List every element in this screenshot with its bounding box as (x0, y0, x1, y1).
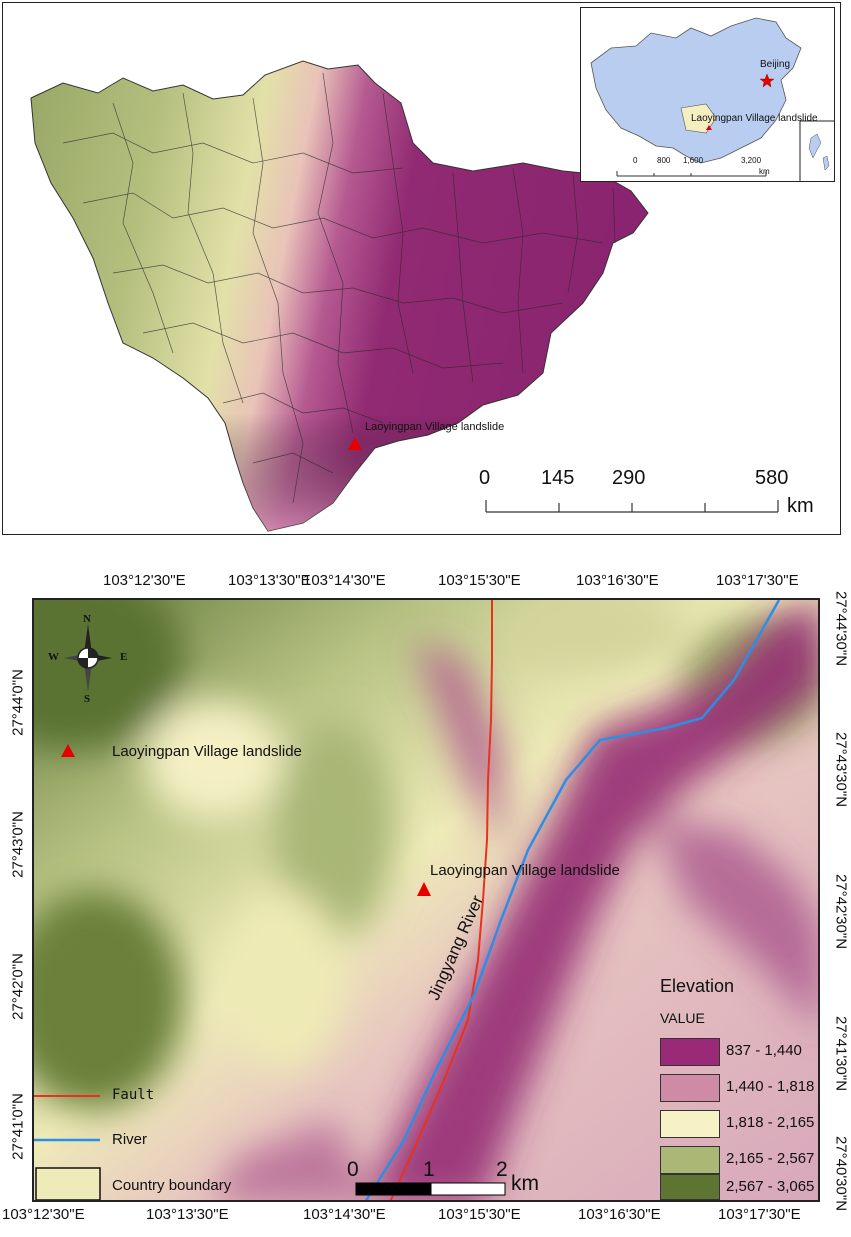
right-latitude-2: 27°43'30"N (832, 731, 850, 808)
overview-scale-bar (485, 500, 779, 513)
county-boundaries (62, 72, 616, 504)
detail-elevation-map (34, 600, 818, 1200)
overview-scale-unit: km (787, 495, 814, 517)
bottom-longitude-4: 103°15'30"E (438, 1206, 521, 1223)
left-latitude-3: 27°42'0"N (9, 953, 27, 1020)
north-arrow-n: N (83, 613, 91, 625)
legend-fault-label: Fault (112, 1087, 155, 1103)
top-longitude-4: 103°15'30"E (438, 572, 521, 589)
beijing-label: Beijing (760, 59, 791, 70)
top-longitude-2: 103°13'30"E (228, 572, 311, 589)
inset-scale-tick-800: 800 (657, 156, 671, 165)
elevation-legend-subtitle: VALUE (660, 1010, 705, 1026)
top-longitude-6: 103°17'30"E (716, 572, 799, 589)
inset-landslide-marker (706, 125, 712, 130)
inset-landslide-label: Laoyingpan Village landslide (691, 113, 818, 124)
fault-line (389, 600, 493, 1200)
detail-scale-tick-2: 2 (496, 1158, 508, 1181)
elevation-class-2: 1,440 - 1,818 (726, 1078, 815, 1095)
elevation-swatch-5 (660, 1174, 720, 1200)
legend-boundary-label: Country boundary (112, 1177, 232, 1194)
north-arrow (64, 624, 112, 692)
china-outline (590, 17, 802, 164)
jingyang-river-line (365, 600, 781, 1200)
elevation-swatch-1 (660, 1038, 720, 1066)
detail-scale-unit: km (511, 1172, 539, 1195)
legend-boundary-symbol (35, 1167, 101, 1200)
detail-map-panel: N S W E Laoyingpan Village landslide Jin… (32, 598, 820, 1202)
right-latitude-5: 27°40'30"N (832, 1135, 850, 1212)
detail-scale-tick-0: 0 (347, 1158, 359, 1181)
elevation-class-1: 837 - 1,440 (726, 1042, 802, 1059)
bottom-longitude-1: 103°12'30"E (2, 1206, 85, 1223)
detail-scale-bar (355, 1182, 506, 1196)
right-latitude-1: 27°44'30"N (832, 590, 850, 667)
overview-scale-tick-580: 580 (755, 467, 789, 489)
overview-map-panel: Laoyingpan Village landslide 0 145 290 5… (2, 2, 841, 535)
sichuan-elevation-map (30, 60, 779, 532)
north-arrow-w: W (48, 651, 59, 663)
overview-landslide-marker (348, 437, 362, 450)
elevation-swatch-2 (660, 1074, 720, 1102)
elevation-class-4: 2,165 - 2,567 (726, 1150, 815, 1167)
overview-scale-tick-0: 0 (479, 467, 491, 489)
left-latitude-4: 27°41'0"N (9, 1093, 27, 1160)
right-latitude-4: 27°41'30"N (832, 1015, 850, 1092)
bottom-longitude-5: 103°16'30"E (578, 1206, 661, 1223)
detail-scale-tick-1: 1 (423, 1158, 435, 1181)
elevation-swatch-4 (660, 1146, 720, 1174)
legend-river-label: River (112, 1131, 148, 1148)
elevation-class-3: 1,818 - 2,165 (726, 1114, 815, 1131)
detail-landslide-label: Laoyingpan Village landslide (430, 862, 620, 879)
right-latitude-3: 27°42'30"N (832, 873, 850, 950)
inset-scale-tick-1600: 1,600 (683, 156, 704, 165)
legend-landslide-label: Laoyingpan Village landslide (112, 743, 302, 760)
elevation-swatch-3 (660, 1110, 720, 1138)
left-latitude-1: 27°44'0"N (9, 669, 27, 736)
detail-landslide-marker (417, 882, 431, 896)
left-latitude-2: 27°43'0"N (9, 811, 27, 878)
inset-scale-tick-0: 0 (633, 156, 638, 165)
overview-landslide-label: Laoyingpan Village landslide (365, 421, 505, 433)
china-inset-map: Beijing Laoyingpan Village landslide 0 8… (580, 7, 835, 182)
china-inset-svg (590, 17, 834, 181)
top-longitude-3: 103°14'30"E (303, 572, 386, 589)
bottom-longitude-6: 103°17'30"E (718, 1206, 801, 1223)
top-longitude-5: 103°16'30"E (576, 572, 659, 589)
overview-scale-tick-145: 145 (541, 467, 575, 489)
north-arrow-e: E (120, 651, 128, 663)
bottom-longitude-3: 103°14'30"E (303, 1206, 386, 1223)
inset-scale-tick-3200: 3,200 (741, 156, 762, 165)
inset-scale-unit: km (759, 167, 770, 176)
bottom-longitude-2: 103°13'30"E (146, 1206, 229, 1223)
overview-scale-tick-290: 290 (612, 467, 646, 489)
legend-landslide-symbol (61, 744, 75, 757)
elevation-class-5: 2,567 - 3,065 (726, 1178, 815, 1195)
beijing-star (759, 73, 775, 88)
elevation-legend-title: Elevation (660, 976, 735, 996)
north-arrow-s: S (84, 693, 91, 705)
top-longitude-1: 103°12'30"E (103, 572, 186, 589)
